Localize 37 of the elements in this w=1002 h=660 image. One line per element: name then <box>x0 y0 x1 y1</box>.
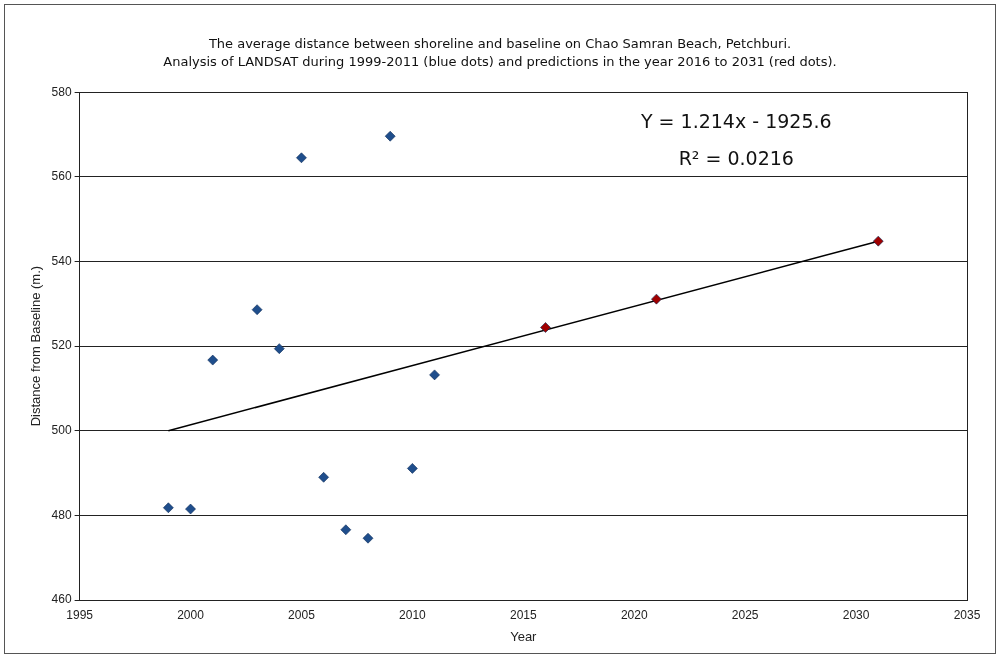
annotation: R² = 0.0216 <box>678 147 794 170</box>
point <box>407 463 418 474</box>
y-axis-title: Distance from Baseline (m.) <box>28 265 44 427</box>
point <box>540 322 551 333</box>
y-tick-label: 560 <box>51 169 72 184</box>
point <box>251 304 263 316</box>
point <box>340 524 352 536</box>
x-tick-label: 2000 <box>177 607 205 622</box>
y-tick-label: 480 <box>51 507 72 522</box>
point <box>872 235 884 247</box>
annotation: Y = 1.214x - 1925.6 <box>639 110 832 133</box>
x-tick-label: 2030 <box>842 607 870 622</box>
x-tick-label: 2020 <box>620 607 648 622</box>
point <box>384 130 396 142</box>
y-tick-label: 500 <box>51 423 72 438</box>
x-tick-label: 2010 <box>399 607 427 622</box>
x-tick-label: 2005 <box>288 607 316 622</box>
point <box>362 532 374 544</box>
y-tick-label: 540 <box>51 253 72 268</box>
point <box>296 152 307 164</box>
point <box>318 471 329 483</box>
x-tick-label: 2015 <box>509 607 537 622</box>
point <box>207 354 219 366</box>
y-tick-label: 460 <box>51 592 72 607</box>
point <box>429 369 440 381</box>
x-tick-label: 2035 <box>953 607 981 622</box>
point <box>163 502 174 514</box>
point <box>651 293 662 305</box>
y-tick-label: 520 <box>51 338 72 353</box>
point <box>273 343 285 354</box>
x-tick-label: 1995 <box>66 607 94 622</box>
x-tick-label: 2025 <box>731 607 759 622</box>
y-tick-label: 580 <box>51 84 72 99</box>
chart-title: The average distance between shoreline and baseline on Chao Samran Beach, Petchburi. <box>207 36 792 52</box>
chart-subtitle: Analysis of LANDSAT during 1999-2011 (blue dots) and predictions in the year 2016 to 2031 (red dots). <box>163 53 837 69</box>
point <box>185 503 196 515</box>
x-axis-title: Year <box>510 628 538 644</box>
